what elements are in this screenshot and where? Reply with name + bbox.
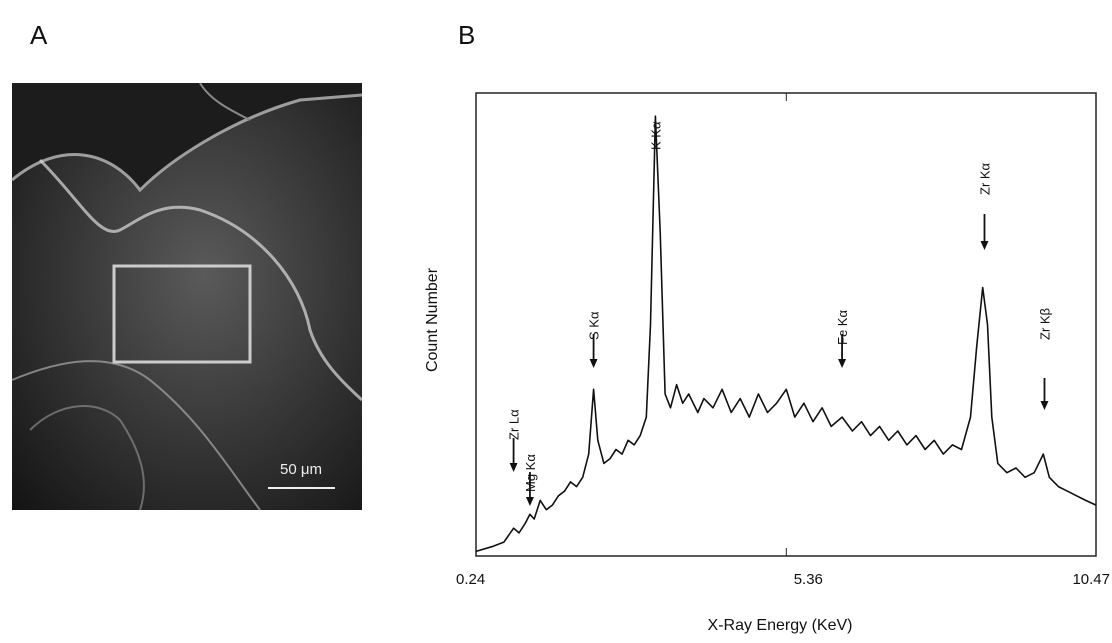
plot-frame: [475, 92, 1097, 557]
peak-arrow-head: [1040, 401, 1049, 410]
panel-label: B: [458, 20, 475, 50]
peak-arrow-head: [589, 359, 598, 368]
peak-arrow-head: [838, 359, 847, 368]
x-tick-label: 0.24: [456, 571, 485, 588]
peak-label: Zr Kα: [977, 162, 992, 195]
panel-label: A: [30, 20, 48, 50]
peak-arrow-head: [509, 463, 518, 472]
y-axis-label: Count Number: [424, 267, 441, 372]
peak-label: K Kα: [648, 121, 663, 150]
x-tick-label: 5.36: [794, 571, 823, 588]
peak-label: Zr Kβ: [1037, 308, 1052, 340]
peak-arrow-head: [525, 497, 534, 506]
peak-label: S Kα: [587, 311, 602, 340]
spectrum-line: [475, 115, 1097, 553]
scale-bar-label: 50 μm: [280, 461, 322, 478]
peak-label: Zr Lα: [507, 409, 522, 440]
x-tick-label: 10.47: [1072, 571, 1110, 588]
peak-label: Fe Kα: [835, 310, 850, 345]
x-axis-label: X-Ray Energy (KeV): [708, 617, 853, 634]
sem-image: 50 μm: [11, 82, 364, 511]
peak-arrow-head: [980, 241, 989, 250]
